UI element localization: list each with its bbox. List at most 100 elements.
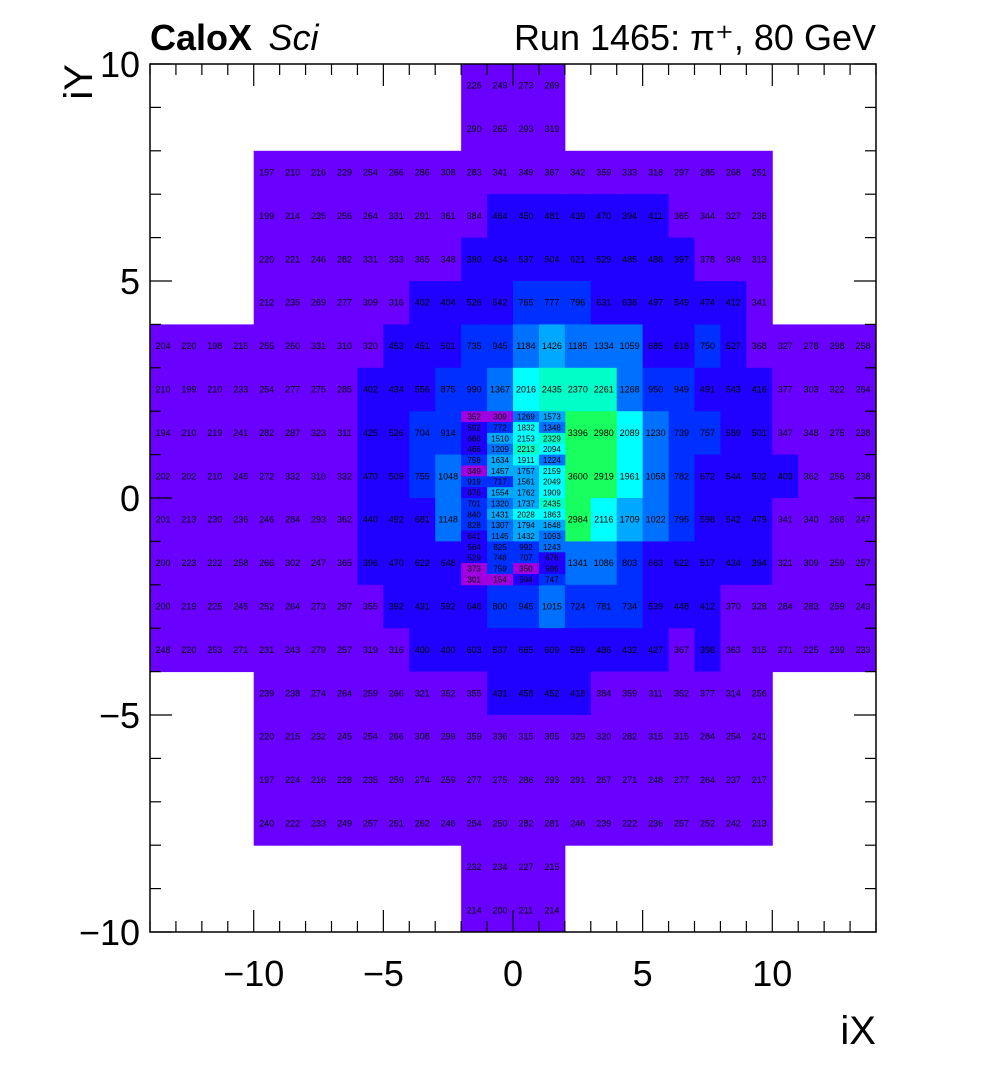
cell-value-label: 378: [700, 254, 715, 264]
heatmap-cell: [409, 237, 436, 282]
cell-value-label: 2370: [568, 385, 588, 395]
cell-value-label: 282: [622, 732, 637, 742]
cell-value-label: 200: [493, 905, 508, 915]
cell-value-label: 235: [285, 298, 300, 308]
heatmap-cell: [279, 281, 307, 325]
heatmap-cell: [513, 758, 540, 803]
cell-value-label: 286: [415, 168, 430, 178]
heatmap-cell: [279, 237, 307, 282]
heatmap-fine-cell: [461, 573, 488, 586]
cell-value-label: 355: [467, 688, 482, 698]
heatmap-cell: [642, 150, 670, 195]
heatmap-cell: [487, 715, 514, 759]
heatmap-cell: [253, 150, 281, 195]
cell-value-label: 256: [337, 211, 352, 221]
heatmap-cell: [746, 715, 773, 759]
heatmap-cell: [253, 671, 281, 716]
heatmap-cell: [253, 237, 281, 282]
cell-value-label: 394: [622, 211, 637, 221]
cell-value-label: 803: [622, 558, 637, 568]
cell-value-label: 255: [259, 341, 274, 351]
cell-value-label: 323: [311, 428, 326, 438]
heatmap-cell: [331, 758, 358, 803]
cell-value-label: 232: [467, 862, 482, 872]
cell-value-label: 247: [311, 558, 326, 568]
cell-value-label: 397: [674, 254, 689, 264]
fine-cell-value-label: 747: [545, 575, 559, 584]
cell-value-label: 2435: [542, 385, 562, 395]
cell-value-label: 283: [467, 168, 482, 178]
cell-value-label: 527: [726, 341, 741, 351]
cell-value-label: 349: [726, 254, 741, 264]
cell-value-label: 228: [337, 775, 352, 785]
cell-value-label: 214: [467, 905, 482, 915]
heatmap-cell: [227, 584, 255, 629]
cell-value-label: 434: [726, 558, 741, 568]
cell-value-label: 431: [415, 602, 430, 612]
fine-cell-value-label: 1209: [491, 445, 509, 454]
fine-cell-value-label: 717: [493, 478, 507, 487]
fine-cell-value-label: 2435: [543, 499, 561, 508]
cell-value-label: 396: [363, 558, 378, 568]
heatmap-fine-cell: [513, 454, 540, 466]
heatmap-cell: [357, 628, 384, 673]
cell-value-label: 199: [181, 385, 196, 395]
cell-value-label: 202: [155, 471, 170, 481]
heatmap-cell: [487, 801, 514, 846]
cell-value-label: 284: [700, 732, 715, 742]
cell-value-label: 367: [674, 645, 689, 655]
cell-value-label: 434: [493, 254, 508, 264]
heatmap-cell: [435, 498, 462, 542]
heatmap-cell: [357, 584, 384, 629]
heatmap-cell-labels: 226 249 273 269 290 265 293 319 197 210 216 229 254 2…: [155, 81, 870, 916]
cell-value-label: 233: [311, 819, 326, 829]
heatmap-cell: [564, 194, 592, 239]
heatmap-cell: [305, 758, 332, 803]
fine-cell-value-label: 1145: [491, 532, 509, 541]
cell-value-label: 234: [493, 862, 508, 872]
cell-value-label: 352: [674, 688, 689, 698]
fine-cell-value-label: 1093: [543, 532, 561, 541]
heatmap-cell: [331, 237, 358, 282]
cell-value-label: 341: [778, 515, 793, 525]
cell-value-label: 340: [804, 515, 819, 525]
cell-value-label: 665: [518, 645, 533, 655]
cell-value-label: 321: [415, 688, 430, 698]
cell-value-label: 305: [544, 732, 559, 742]
cell-value-label: 238: [856, 471, 871, 481]
heatmap-fine-cell: [487, 411, 514, 423]
heatmap-cell: [357, 715, 384, 759]
x-tick-label: 10: [752, 953, 792, 994]
heatmap-cell: [798, 411, 825, 456]
cell-value-label: 252: [700, 819, 715, 829]
cell-value-label: 286: [518, 775, 533, 785]
cell-value-label: 220: [259, 254, 274, 264]
heatmap-fine-cell: [538, 552, 566, 564]
x-tick-label: −5: [363, 953, 404, 994]
heatmap-fine-cell: [487, 552, 514, 564]
cell-value-label: 309: [363, 298, 378, 308]
fine-cell-value-label: 759: [493, 565, 507, 574]
fine-cell-value-label: 992: [519, 543, 533, 552]
cell-value-label: 361: [441, 211, 456, 221]
cell-value-label: 537: [518, 254, 533, 264]
heatmap-cell: [824, 454, 851, 499]
heatmap-cell: [564, 758, 592, 803]
cell-value-label: 394: [752, 558, 767, 568]
cell-value-label: 1059: [620, 341, 640, 351]
fine-cell-value-label: 701: [467, 499, 481, 508]
fine-cell-value-label: 2094: [543, 445, 561, 454]
heatmap-cell: [279, 498, 307, 542]
cell-value-label: 284: [285, 515, 300, 525]
cell-value-label: 241: [752, 732, 767, 742]
cell-value-label: 537: [493, 645, 508, 655]
heatmap-cell: [668, 541, 695, 586]
heatmap-cell: [305, 498, 332, 542]
heatmap-cell: [772, 411, 799, 456]
heatmap-fine-cell: [487, 476, 514, 488]
heatmap-cell: [616, 281, 644, 325]
heatmap-cell: [201, 498, 229, 542]
heatmap-cell: [538, 758, 566, 803]
cell-value-label: 271: [622, 775, 637, 785]
cell-value-label: 269: [544, 81, 559, 91]
